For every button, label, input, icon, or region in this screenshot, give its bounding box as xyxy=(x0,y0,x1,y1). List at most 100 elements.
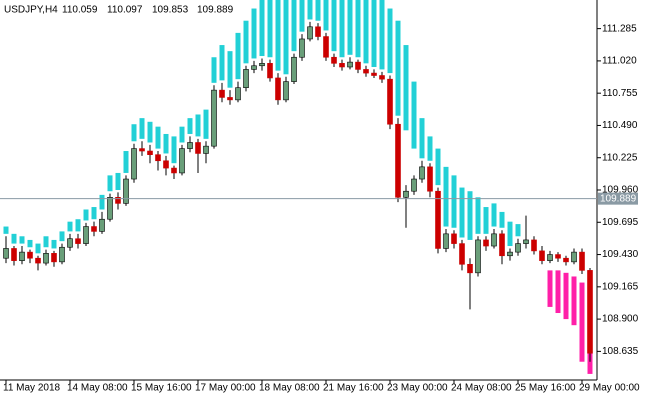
y-tick-label: 110.225 xyxy=(602,152,638,163)
price-label-box xyxy=(598,192,638,205)
candle-body xyxy=(419,166,425,180)
y-tick-label: 111.020 xyxy=(602,56,637,67)
x-tick-label: 11 May 2018 xyxy=(3,383,61,394)
indicator-bar xyxy=(187,118,193,134)
candle-body xyxy=(99,218,105,232)
indicator-bar xyxy=(547,270,553,307)
candle-body xyxy=(523,239,529,244)
indicator-bar xyxy=(451,175,457,228)
indicator-bar xyxy=(235,32,241,80)
indicator-bar xyxy=(179,126,185,143)
indicator-bar xyxy=(267,0,273,58)
candle-body xyxy=(363,69,369,74)
candle-body xyxy=(43,253,49,264)
candle-body xyxy=(515,243,521,253)
candle-body xyxy=(155,154,161,162)
indicator-bar xyxy=(43,236,49,248)
indicator-bar xyxy=(483,207,489,234)
candle-body xyxy=(291,56,297,82)
indicator-bar xyxy=(387,8,393,74)
indicator-bar xyxy=(307,0,313,20)
candle-body xyxy=(443,233,449,249)
indicator-bar xyxy=(27,239,33,248)
indicator-bar xyxy=(419,118,425,159)
header-value: 110.097 xyxy=(107,5,143,16)
candle-body xyxy=(243,69,249,88)
candle-body xyxy=(587,270,593,354)
indicator-bar xyxy=(59,231,65,242)
candle-body xyxy=(83,226,89,244)
candle-body xyxy=(203,145,209,154)
candle-body xyxy=(347,61,353,68)
y-tick-label: 111.285 xyxy=(602,23,637,34)
candle-body xyxy=(219,89,225,98)
indicator-bar xyxy=(171,136,177,164)
indicator-bar xyxy=(139,118,145,139)
indicator-bar xyxy=(379,0,385,70)
indicator-bar xyxy=(427,136,433,161)
indicator-bar xyxy=(499,211,505,228)
candle-body xyxy=(179,148,185,174)
symbol: USDJPY,H4 xyxy=(4,5,58,16)
candle-body xyxy=(451,233,457,244)
indicator-bar xyxy=(83,209,89,221)
candle-body xyxy=(67,238,73,248)
y-tick-label: 108.900 xyxy=(602,314,639,325)
candle-body xyxy=(507,251,513,257)
candle-body xyxy=(195,142,201,154)
candle-body xyxy=(427,166,433,192)
indicator-bar xyxy=(579,282,585,362)
candle-body xyxy=(403,190,409,198)
indicator-bar xyxy=(51,239,57,249)
indicator-bar xyxy=(355,0,361,58)
indicator-bar xyxy=(115,172,121,190)
candle-body xyxy=(163,160,169,169)
candle-body xyxy=(19,251,25,261)
candle-body xyxy=(499,233,505,257)
indicator-bar xyxy=(211,57,217,83)
candle-body xyxy=(3,248,9,259)
candle-body xyxy=(35,257,41,264)
indicator-bar xyxy=(395,20,401,116)
indicator-bar xyxy=(371,0,377,67)
candle-body xyxy=(307,26,313,40)
indicator-bar xyxy=(323,0,329,31)
indicator-bar xyxy=(459,187,465,238)
indicator-bar xyxy=(331,0,337,52)
candle-body xyxy=(267,63,273,79)
x-tick-label: 25 May 16:00 xyxy=(515,383,576,394)
indicator-bar xyxy=(403,45,409,131)
indicator-bar xyxy=(35,243,41,254)
indicator-bar xyxy=(291,0,297,52)
price-label: 109.889 xyxy=(600,193,637,204)
candle-body xyxy=(539,250,545,261)
candle-body xyxy=(579,251,585,271)
header-value: 109.889 xyxy=(197,5,234,16)
candle-body xyxy=(467,263,473,274)
indicator-bar xyxy=(99,194,105,210)
x-tick-label: 18 May 08:00 xyxy=(259,383,320,394)
candle-body xyxy=(531,239,537,252)
candle-body xyxy=(339,63,345,68)
indicator-bar xyxy=(123,151,129,173)
candle-body xyxy=(131,148,137,180)
indicator-bar xyxy=(19,236,25,244)
indicator-bar xyxy=(315,0,321,21)
x-tick-label: 17 May 00:00 xyxy=(195,383,256,394)
candle-body xyxy=(283,81,289,101)
candle-body xyxy=(555,254,561,259)
candle-body xyxy=(107,197,113,220)
candle-body xyxy=(395,123,401,198)
y-tick-label: 109.165 xyxy=(602,281,639,292)
indicator-bar xyxy=(515,224,521,237)
x-tick-label: 15 May 16:00 xyxy=(131,383,192,394)
candle-body xyxy=(379,75,385,80)
x-tick-label: 29 May 00:00 xyxy=(579,383,640,394)
indicator-bar xyxy=(363,0,369,64)
candle-body xyxy=(387,78,393,125)
indicator-bar xyxy=(347,0,353,55)
y-tick-label: 108.635 xyxy=(602,346,639,357)
candle-body xyxy=(147,150,153,155)
indicator-bar xyxy=(571,276,577,326)
